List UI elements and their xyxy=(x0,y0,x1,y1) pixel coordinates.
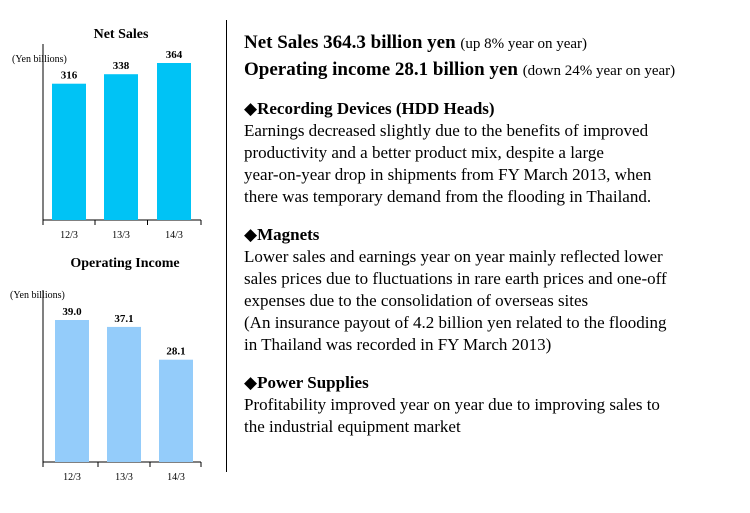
net-sales-chart-title: Net Sales xyxy=(93,27,149,42)
operating-income-category-label: 12/3 xyxy=(63,472,81,483)
operating-income-bar xyxy=(159,359,193,462)
section-body: Lower sales and earnings year on year ma… xyxy=(244,246,744,356)
operating-income-bar xyxy=(107,326,141,462)
section-line: productivity and a better product mix, d… xyxy=(244,143,604,162)
section-line: there was temporary demand from the floo… xyxy=(244,187,652,206)
net-sales-data-label: 338 xyxy=(113,60,130,72)
section-recording-devices: ◆Recording Devices (HDD Heads) Earnings … xyxy=(244,98,744,208)
section-title: ◆Recording Devices (HDD Heads) xyxy=(244,99,495,118)
net-sales-unit-label: (Yen billions) xyxy=(12,54,67,65)
net-sales-category-label: 13/3 xyxy=(112,230,130,241)
section-line: (An insurance payout of 4.2 billion yen … xyxy=(244,313,667,332)
summary-panel: Net Sales 364.3 billion yen (up 8% year … xyxy=(244,30,744,438)
operating-income-data-label: 39.0 xyxy=(62,306,82,318)
net-sales-category-label: 12/3 xyxy=(60,230,78,241)
operating-income-headline: Operating income 28.1 billion yen (down … xyxy=(244,57,744,84)
net-sales-headline-main: Net Sales 364.3 billion yen xyxy=(244,32,456,53)
operating-income-data-label: 28.1 xyxy=(166,346,185,358)
section-line: the industrial equipment market xyxy=(244,417,461,436)
operating-income-unit-label: (Yen billions) xyxy=(10,290,65,301)
net-sales-bar xyxy=(52,83,86,220)
net-sales-headline-sub: (up 8% year on year) xyxy=(460,36,588,52)
section-line: expenses due to the consolidation of ove… xyxy=(244,291,589,310)
net-sales-category-label: 14/3 xyxy=(165,230,183,241)
section-title: ◆Magnets xyxy=(244,225,320,244)
section-line: Lower sales and earnings year on year ma… xyxy=(244,247,663,266)
bar-charts: 316 12/3 338 13/3 364 14/3 39.0 12/3 37.1 13/3 28.… xyxy=(42,44,202,483)
section-line: Earnings decreased slightly due to the b… xyxy=(244,121,649,140)
operating-income-data-label: 37.1 xyxy=(114,313,133,325)
section-body: Earnings decreased slightly due to the b… xyxy=(244,120,744,208)
net-sales-bar xyxy=(104,74,138,220)
vertical-divider xyxy=(226,20,227,472)
section-line: sales prices due to fluctuations in rare… xyxy=(244,269,667,288)
net-sales-data-label: 316 xyxy=(61,70,78,82)
operating-income-bar xyxy=(55,320,89,462)
net-sales-data-label: 364 xyxy=(166,49,183,61)
operating-income-category-label: 13/3 xyxy=(115,472,133,483)
operating-income-headline-sub: (down 24% year on year) xyxy=(522,63,676,79)
section-magnets: ◆Magnets Lower sales and earnings year o… xyxy=(244,224,744,356)
section-body: Profitability improved year on year due … xyxy=(244,394,744,438)
section-line: in Thailand was recorded in FY March 201… xyxy=(244,335,552,354)
net-sales-bar xyxy=(157,63,191,220)
net-sales-headline: Net Sales 364.3 billion yen (up 8% year … xyxy=(244,30,744,57)
section-line: Profitability improved year on year due … xyxy=(244,395,660,414)
section-line: year-on-year drop in shipments from FY M… xyxy=(244,165,652,184)
operating-income-headline-main: Operating income 28.1 billion yen xyxy=(244,59,518,80)
operating-income-category-label: 14/3 xyxy=(167,472,185,483)
section-power-supplies: ◆Power Supplies Profitability improved y… xyxy=(244,372,744,438)
section-title: ◆Power Supplies xyxy=(244,373,369,392)
operating-income-chart-title: Operating Income xyxy=(70,256,180,271)
